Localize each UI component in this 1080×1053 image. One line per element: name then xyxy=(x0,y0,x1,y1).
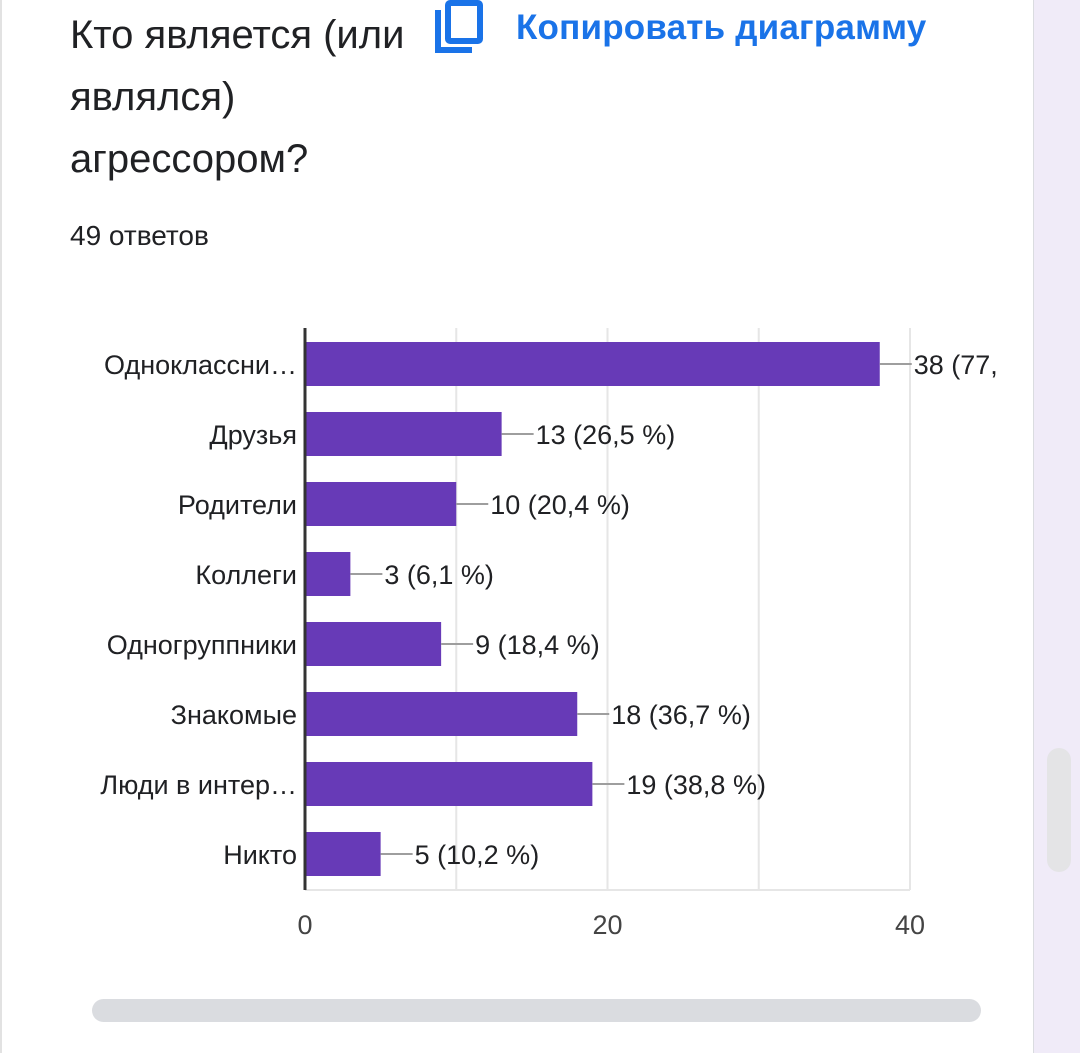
copy-chart-label: Копировать диаграмму xyxy=(516,8,926,48)
category-label: Никто xyxy=(223,840,297,870)
category-label: Люди в интер… xyxy=(100,770,297,800)
data-label: 9 (18,4 %) xyxy=(475,630,600,660)
category-label: Одногруппники xyxy=(107,630,297,660)
category-label: Одноклассни… xyxy=(104,350,297,380)
data-label: 13 (26,5 %) xyxy=(536,420,676,450)
bar-chart: 38 (77, Одноклассни… 13 (26,5 %) Друзья 10 (… xyxy=(2,300,1032,960)
data-label: 10 (20,4 %) xyxy=(490,490,630,520)
category-label: Друзья xyxy=(209,420,297,450)
copy-icon xyxy=(432,0,486,56)
x-tick-label: 0 xyxy=(297,910,312,940)
bar xyxy=(305,342,880,386)
bar xyxy=(305,622,441,666)
category-label: Знакомые xyxy=(171,700,297,730)
data-label: 18 (36,7 %) xyxy=(611,700,751,730)
x-tick-label: 20 xyxy=(592,910,622,940)
data-label: 5 (10,2 %) xyxy=(415,840,540,870)
category-label: Коллеги xyxy=(195,560,297,590)
bar xyxy=(305,762,592,806)
bar xyxy=(305,692,577,736)
x-tick-label: 40 xyxy=(895,910,925,940)
bar xyxy=(305,412,502,456)
bar xyxy=(305,552,350,596)
copy-chart-button[interactable]: Копировать диаграмму xyxy=(432,0,926,56)
chart-card: Кто является (или являлся) агрессором? К… xyxy=(0,0,1034,1053)
category-label: Родители xyxy=(178,490,297,520)
data-label: 19 (38,8 %) xyxy=(626,770,766,800)
horizontal-scrollbar[interactable] xyxy=(92,999,981,1022)
question-title: Кто является (или являлся) агрессором? xyxy=(70,4,410,190)
data-label: 38 (77, xyxy=(914,350,998,380)
bar xyxy=(305,832,381,876)
bar xyxy=(305,482,456,526)
vertical-scrollbar[interactable] xyxy=(1047,748,1071,872)
data-label: 3 (6,1 %) xyxy=(384,560,494,590)
response-count: 49 ответов xyxy=(70,220,209,252)
